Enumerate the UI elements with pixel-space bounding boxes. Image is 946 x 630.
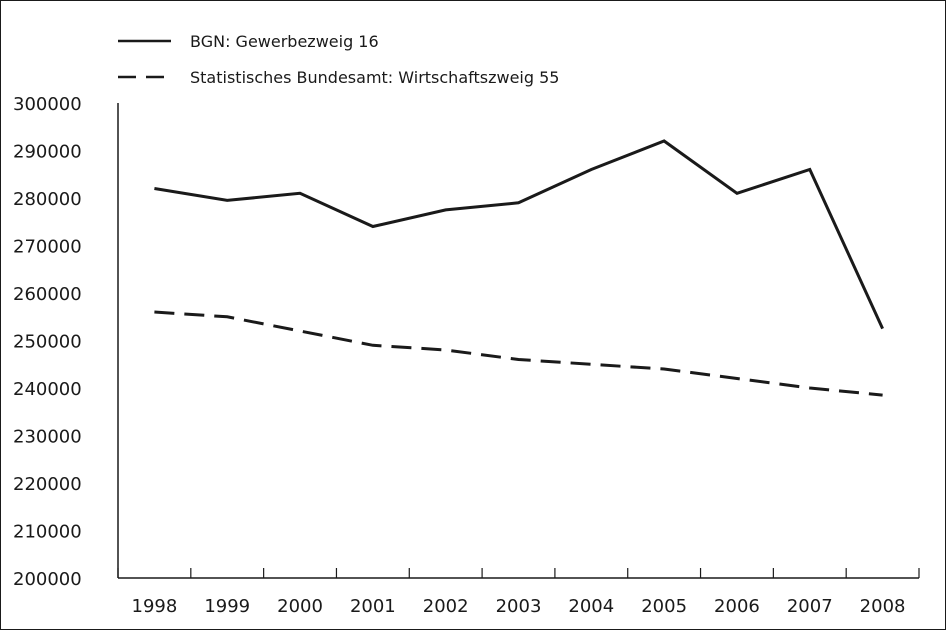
axes <box>117 103 919 579</box>
x-tick-label: 2008 <box>860 596 906 617</box>
y-tick-label: 270000 <box>13 237 82 258</box>
legend: BGN: Gewerbezweig 16 Statistisches Bunde… <box>118 32 559 87</box>
y-tick-label: 240000 <box>13 379 82 400</box>
tick-labels: 1998 1999 2000 2001 2002 2003 2004 2005 2006 2007… <box>13 94 905 617</box>
y-tick-label: 220000 <box>13 474 82 495</box>
legend-label-destatis: Statistisches Bundesamt: Wirtschaftszwei… <box>190 68 559 87</box>
x-tick-label: 2002 <box>423 596 469 617</box>
x-tick-label: 1999 <box>204 596 250 617</box>
x-tick-label: 1998 <box>132 596 178 617</box>
y-tick-label: 300000 <box>13 94 82 115</box>
y-tick-label: 230000 <box>13 427 82 448</box>
y-tick-label: 260000 <box>13 284 82 305</box>
y-tick-label: 210000 <box>13 522 82 543</box>
y-tick-label: 200000 <box>13 569 82 590</box>
x-tick-label: 2000 <box>277 596 323 617</box>
x-tick-label: 2006 <box>714 596 760 617</box>
y-tick-label: 250000 <box>13 332 82 353</box>
y-tick-label: 280000 <box>13 189 82 210</box>
x-tick-label: 2003 <box>496 596 542 617</box>
x-tick-label: 2007 <box>787 596 833 617</box>
series-line-destatis <box>154 310 883 397</box>
ticks <box>117 568 920 578</box>
legend-label-bgn: BGN: Gewerbezweig 16 <box>190 32 379 51</box>
x-tick-label: 2004 <box>568 596 614 617</box>
series-line-bgn <box>154 139 884 330</box>
x-tick-label: 2005 <box>641 596 687 617</box>
x-tick-label: 2001 <box>350 596 396 617</box>
y-tick-label: 290000 <box>13 142 82 163</box>
series-lines <box>154 139 884 397</box>
